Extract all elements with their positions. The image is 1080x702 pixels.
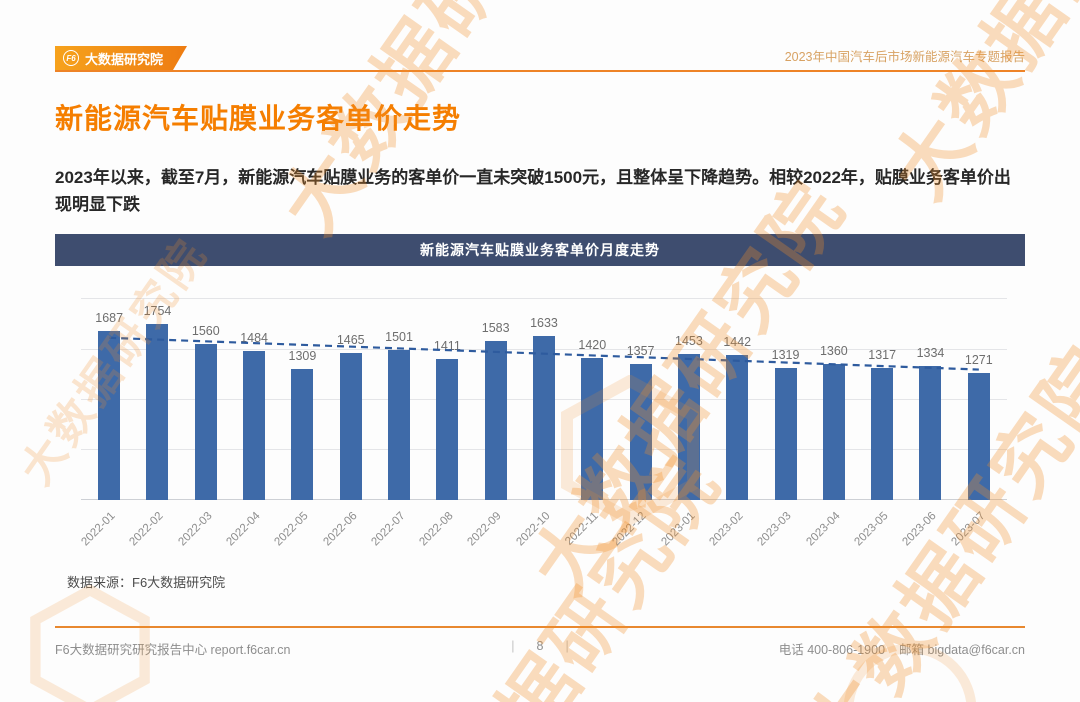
bar-value-label: 1484 [240,331,268,346]
page-header: F6 大数据研究院 2023年中国汽车后市场新能源汽车专题报告 [55,46,1025,72]
bar-slot: 1453 2023-01 [659,266,713,548]
bar-slot: 1319 2023-03 [756,266,809,549]
page-number-indicator: | 8 | [55,639,1025,653]
bar-slot: 1317 2023-05 [852,266,906,549]
bar [919,366,942,501]
bar-slot: 1501 2022-07 [369,266,423,549]
bar [581,357,604,501]
bar-value-label: 1317 [868,348,897,363]
bar-value-label: 1501 [385,329,413,344]
page-footer: F6大数据研究研究报告中心 report.f6car.cn | 8 | 电话 4… [55,626,1025,658]
bar-slot: 1357 2022-12 [611,266,664,549]
bar-slot: 1334 2023-06 [901,266,954,548]
bar-slot: 1754 2022-02 [128,266,181,549]
bar-slot: 1633 2022-10 [514,266,568,548]
chart-plot-area: 1687 2022-01 1754 2022-02 1560 2022-03 1484 202… [55,266,1025,549]
bar-value-label: 1560 [191,323,220,338]
bar [194,343,217,501]
separator: | [511,639,515,653]
bar [98,330,121,501]
bar-value-label: 1442 [723,335,752,350]
bar-slot: 1465 2022-06 [321,266,375,549]
report-series-title: 2023年中国汽车后市场新能源汽车专题报告 [784,50,1025,64]
bar-slot: 1560 2022-03 [176,266,230,549]
bar-value-label: 1357 [626,344,655,358]
bar [726,355,749,501]
bar-slot: 1442 2023-02 [707,266,761,548]
bar-value-label: 1411 [433,338,461,353]
separator: | [565,639,569,653]
bar [388,349,411,501]
bar [146,324,169,501]
bar-slot: 1484 2022-04 [224,266,278,548]
bar-slot: 1411 2022-08 [417,266,471,549]
footer-report-center: F6大数据研究研究报告中心 report.f6car.cn [55,643,291,657]
bar [243,351,266,501]
bar [871,368,894,501]
bar [532,336,555,501]
trendline [109,337,979,372]
bar [339,353,362,501]
bar-value-label: 1319 [771,347,800,362]
f6-logo-badge-icon: F6 [63,50,79,66]
bar-value-label: 1754 [143,304,172,319]
bar [291,368,314,501]
chart-title: 新能源汽车贴膜业务客单价月度走势 [55,234,1025,267]
bar [677,354,700,501]
page-number: 8 [536,639,544,653]
chart-card: 新能源汽车贴膜业务客单价月度走势 1687 2022-01 1754 2022-02 1… [55,234,1025,591]
bar-slot: 1360 2023-04 [804,266,858,549]
f6-logo: F6 大数据研究院 [55,46,187,70]
bar [436,358,459,501]
bar-value-label: 1420 [578,337,607,352]
bar-value-label: 1687 [95,310,124,325]
bar-slot: 1309 2022-05 [273,266,326,549]
bar-slot: 1271 2023-07 [949,266,1003,549]
footer-email: 邮箱 bigdata@f6car.cn [899,643,1025,657]
bar-value-label: 1583 [481,321,510,336]
bar-value-label: 1465 [336,333,365,348]
bar-slot: 1420 2022-11 [563,266,616,548]
f6-logo-label: 大数据研究院 [85,51,164,67]
summary-text: 2023年以来，截至7月，新能源汽车贴膜业务的客单价一直未突破1500元，且整体… [55,168,1011,215]
bar [484,341,507,501]
bar-value-label: 1453 [675,334,703,349]
bar-value-label: 1633 [530,316,558,331]
data-source-note: 数据来源：F6大数据研究院 [67,575,226,591]
bar [822,363,845,501]
bar-value-label: 1271 [964,352,993,367]
page-title: 新能源汽车贴膜业务客单价走势 [55,103,462,134]
footer-phone: 电话 400-806-1900 [778,643,886,657]
bar-value-label: 1334 [916,346,945,361]
bar-slot: 1687 2022-01 [79,266,133,549]
bar [967,372,990,501]
bar [774,367,797,501]
bar-value-label: 1309 [288,348,317,363]
bar-value-label: 1360 [819,343,848,358]
bar-series: 1687 2022-01 1754 2022-02 1560 2022-03 1484 202… [79,266,1003,549]
bar-slot: 1583 2022-09 [466,266,520,548]
gridline [81,298,1007,300]
bar [629,364,652,501]
